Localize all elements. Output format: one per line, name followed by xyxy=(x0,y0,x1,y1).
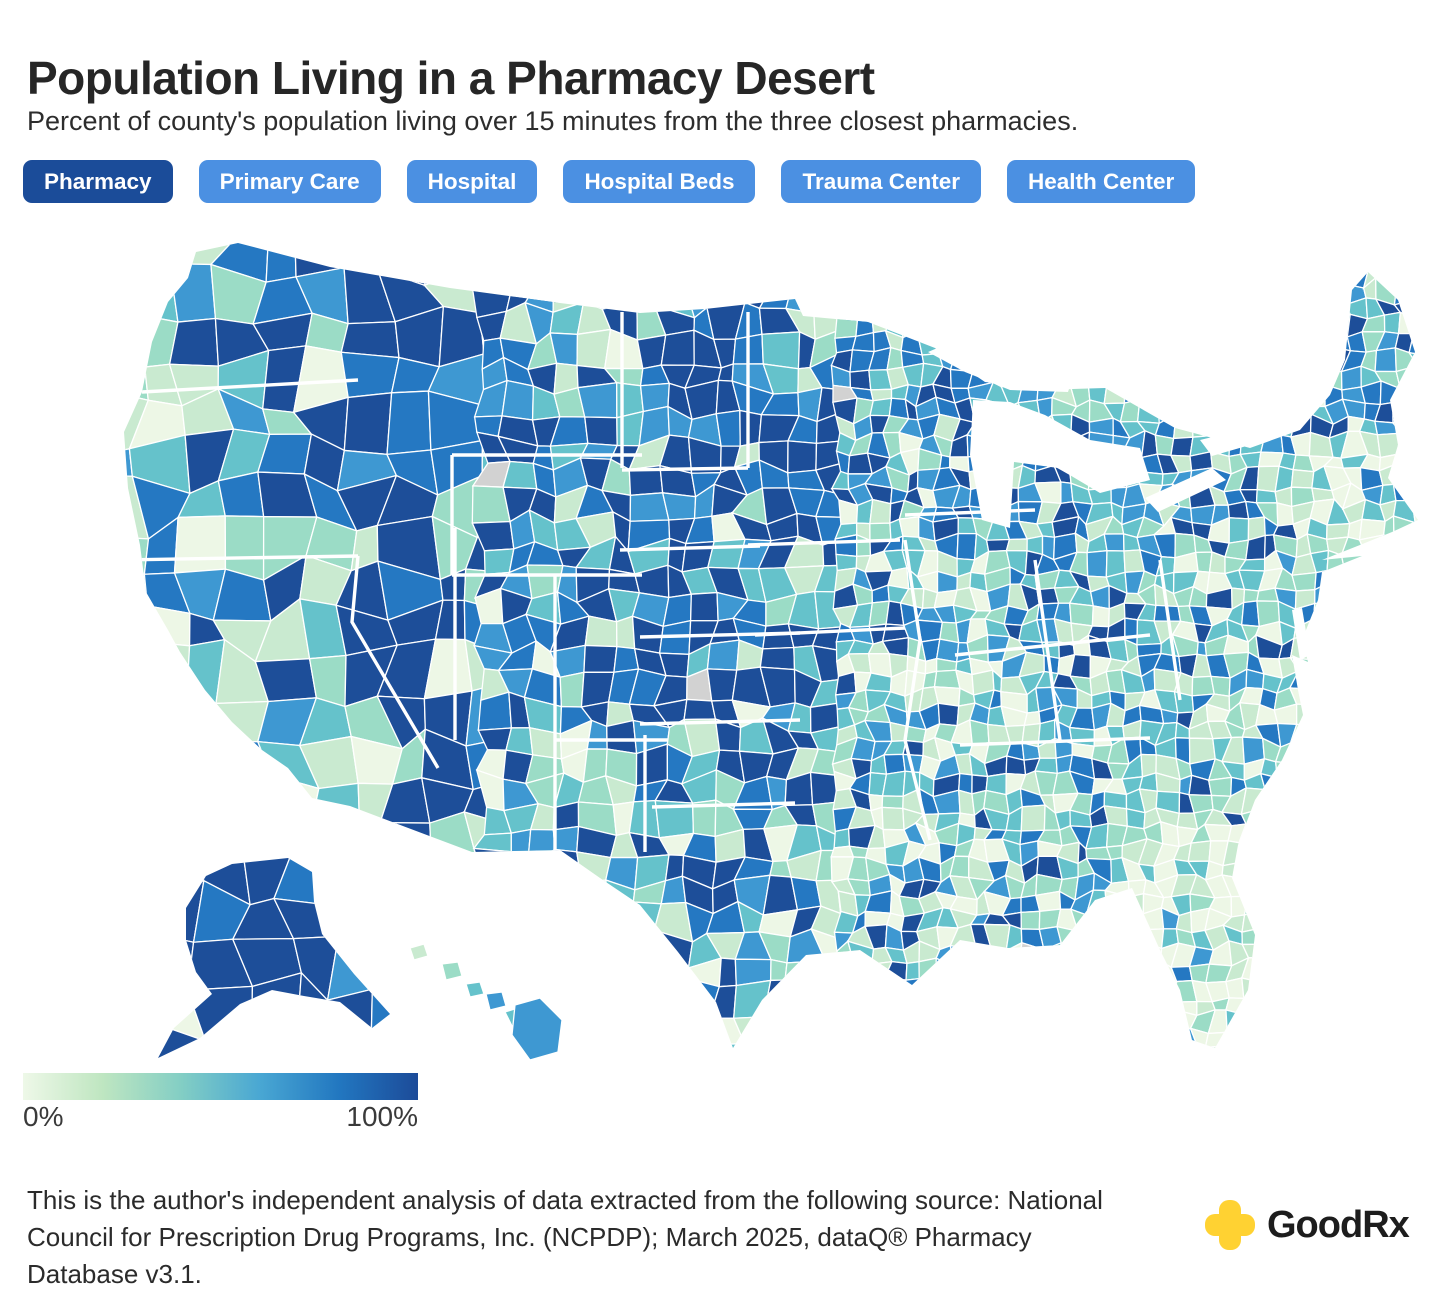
tab-hospital-beds[interactable]: Hospital Beds xyxy=(563,160,756,203)
goodrx-logo: GoodRx xyxy=(1203,1198,1410,1252)
page-subtitle: Percent of county's population living ov… xyxy=(27,106,1079,136)
us-choropleth-map[interactable] xyxy=(0,235,1440,1070)
goodrx-logo-text: GoodRx xyxy=(1267,1203,1410,1246)
tab-health-center[interactable]: Health Center xyxy=(1007,160,1196,203)
tab-primary-care[interactable]: Primary Care xyxy=(198,160,381,203)
tab-pharmacy[interactable]: Pharmacy xyxy=(23,160,173,203)
alaska-inset[interactable] xyxy=(142,836,485,1070)
tab-trauma-center[interactable]: Trauma Center xyxy=(781,160,982,203)
goodrx-cross-icon xyxy=(1205,1200,1255,1250)
metric-tabs: Pharmacy Primary Care Hospital Hospital … xyxy=(23,160,1196,203)
legend-gradient xyxy=(23,1073,418,1100)
legend-labels: 0% 100% xyxy=(23,1101,418,1133)
hawaii-inset[interactable] xyxy=(409,943,563,1061)
source-note: This is the author's independent analysi… xyxy=(27,1185,1103,1289)
page-title: Population Living in a Pharmacy Desert xyxy=(27,51,875,104)
tab-hospital[interactable]: Hospital xyxy=(406,160,538,203)
great-lakes xyxy=(928,330,1310,660)
state-borders xyxy=(124,312,1182,852)
legend-min-label: 0% xyxy=(23,1101,64,1132)
legend-max-label: 100% xyxy=(346,1101,418,1132)
